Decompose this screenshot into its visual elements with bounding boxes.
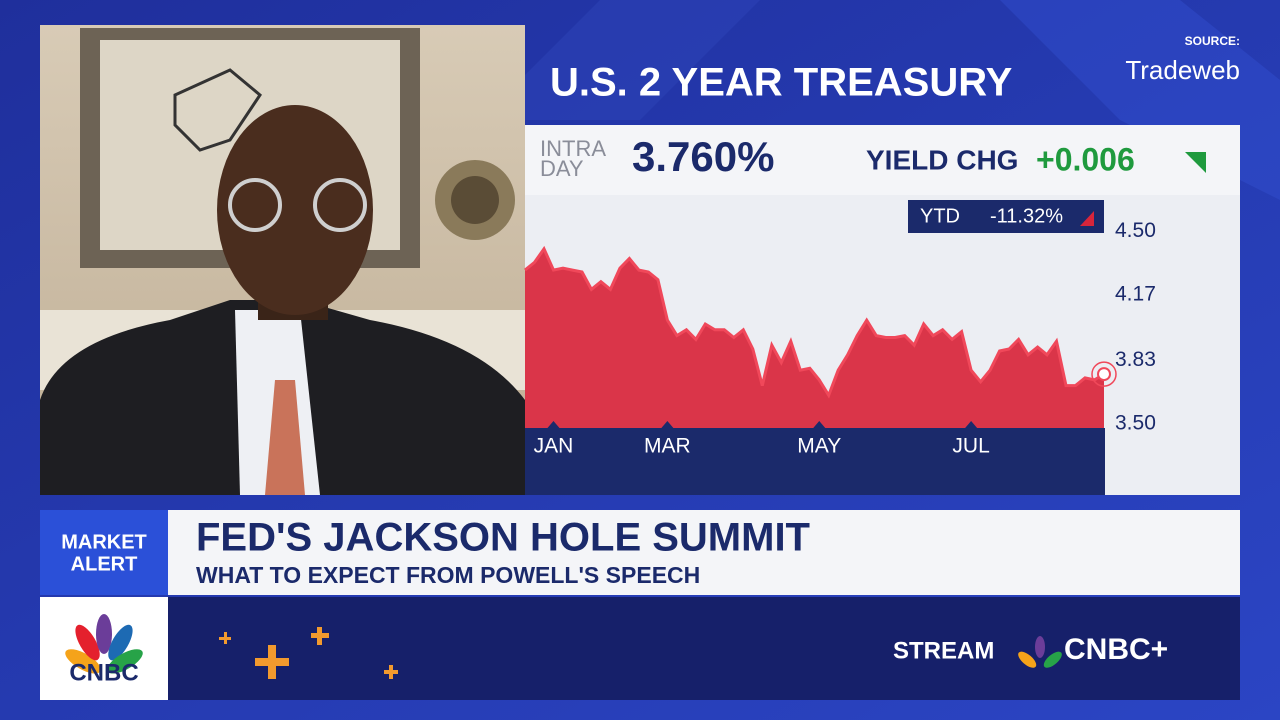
alert-label: MARKET (61, 531, 147, 553)
stream-brand: CNBC+ (1064, 633, 1168, 666)
network-logo: CNBC (69, 659, 138, 686)
subheadline: WHAT TO EXPECT FROM POWELL'S SPEECH (196, 562, 700, 588)
ticker-bar (40, 597, 1240, 700)
ytd-indicator (1080, 211, 1094, 226)
quote-panel (525, 125, 1240, 195)
ytd-box (908, 200, 1104, 233)
bg-shape (480, 0, 760, 120)
y-tick-label: 4.17 (1115, 283, 1156, 306)
y-tick-label: 4.50 (1115, 219, 1156, 242)
video-feed (40, 25, 525, 495)
x-tick-label: MAR (644, 435, 691, 458)
x-tick-marker (661, 421, 674, 428)
alert-box (40, 510, 168, 595)
source-name: Tradeweb (1125, 55, 1240, 85)
stream-label: STREAM (893, 637, 994, 664)
decoration (219, 627, 398, 679)
headline: FED'S JACKSON HOLE SUMMIT (196, 516, 810, 560)
last-point (1097, 367, 1111, 382)
x-tick-label: JUL (952, 435, 989, 458)
x-axis-band (525, 428, 1105, 495)
x-tick-marker (547, 421, 560, 428)
source-label: SOURCE: (1185, 34, 1240, 48)
change-indicator (1185, 152, 1206, 173)
line (524, 245, 1105, 399)
chart-title: U.S. 2 YEAR TREASURY (550, 61, 1013, 105)
ytd-value: -11.32% (990, 205, 1063, 227)
y-tick-label: 3.50 (1115, 412, 1156, 435)
x-tick-label: MAY (797, 435, 841, 458)
intraday-label: DAY (540, 156, 584, 181)
intraday-value: 3.760% (632, 133, 774, 180)
last-point-ring (1091, 361, 1117, 387)
y-tick-label: 3.83 (1115, 348, 1156, 371)
area (525, 248, 1104, 428)
yield-change-value: +0.006 (1036, 141, 1135, 177)
yield-change-label: YIELD CHG (866, 144, 1018, 175)
headline-bar (40, 510, 1240, 595)
peacock-logo (65, 614, 143, 674)
x-tick-marker (813, 421, 826, 428)
x-tick-marker (965, 421, 978, 428)
stream-peacock (1018, 636, 1062, 668)
alert-label: ALERT (71, 553, 138, 575)
x-tick-label: JAN (534, 435, 574, 458)
ytd-label: YTD (920, 205, 960, 227)
intraday-label: INTRA (540, 136, 606, 161)
plot: 3.50 3.83 4.17 4.50 JAN MAR MAY JUL (524, 219, 1156, 458)
